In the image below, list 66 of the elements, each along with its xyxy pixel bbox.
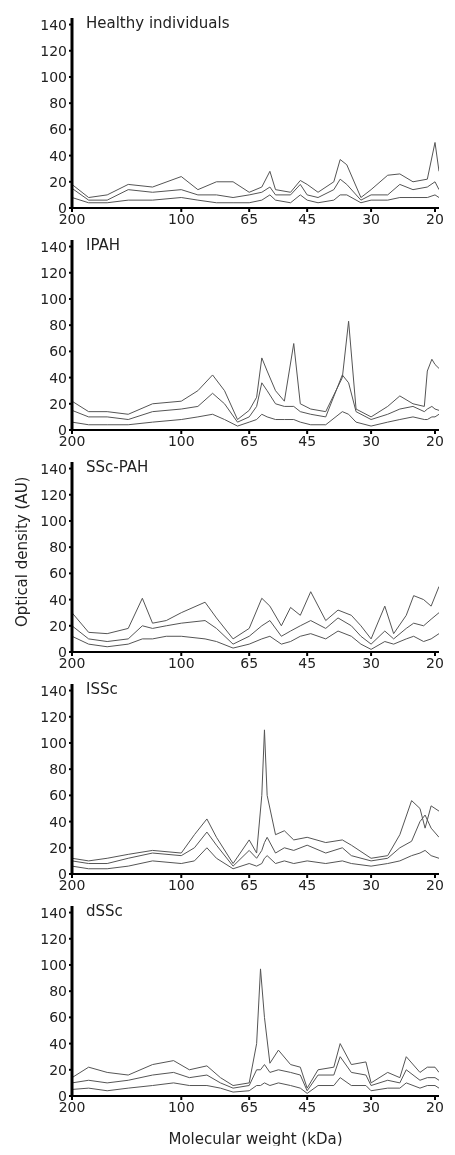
x-tick-label: 45 (298, 432, 317, 449)
y-tick-label: 20 (49, 839, 67, 856)
x-tick-label: 30 (362, 654, 380, 671)
x-tick-label: 100 (167, 210, 195, 227)
y-tick-label: 40 (49, 1035, 67, 1052)
x-tick-label: 20 (426, 654, 444, 671)
chart-title: dSSc (86, 902, 123, 920)
y-tick-label: 140 (40, 16, 67, 33)
x-tick-label: 65 (240, 876, 259, 893)
x-tick-label: 100 (167, 1098, 195, 1115)
y-tick-label: 60 (49, 1009, 67, 1026)
y-tick-label: 40 (49, 369, 67, 386)
x-tick-label: 20 (426, 1098, 444, 1115)
y-tick-label: 80 (49, 983, 67, 1000)
y-tick-label: 60 (49, 565, 67, 582)
x-tick-label: 20 (426, 432, 444, 449)
x-tick-label: 45 (298, 210, 317, 227)
y-tick-label: 60 (49, 121, 67, 138)
y-tick-label: 120 (40, 42, 67, 59)
y-tick-label: 20 (49, 1061, 67, 1078)
x-tick-label: 30 (362, 876, 380, 893)
x-tick-label: 65 (240, 1098, 259, 1115)
y-tick-label: 80 (49, 761, 67, 778)
x-tick-label: 100 (167, 654, 195, 671)
chart-title: IPAH (86, 236, 121, 254)
y-tick-label: 60 (49, 343, 67, 360)
x-tick-label: 45 (298, 1098, 317, 1115)
y-tick-label: 100 (40, 290, 67, 307)
y-tick-label: 60 (49, 787, 67, 804)
y-tick-label: 120 (40, 264, 67, 281)
y-tick-label: 140 (40, 904, 67, 921)
y-tick-label: 100 (40, 512, 67, 529)
x-tick-label: 65 (240, 210, 259, 227)
y-tick-label: 120 (40, 486, 67, 503)
y-tick-label: 100 (40, 734, 67, 751)
y-tick-label: 80 (49, 539, 67, 556)
x-tick-label: 100 (167, 876, 195, 893)
x-tick-label: 45 (298, 876, 317, 893)
chart-title: Healthy individuals (86, 14, 230, 32)
y-tick-label: 120 (40, 708, 67, 725)
y-tick-label: 40 (49, 813, 67, 830)
x-tick-label: 65 (240, 654, 259, 671)
y-tick-label: 80 (49, 95, 67, 112)
x-tick-label: 100 (167, 432, 195, 449)
x-tick-label: 65 (240, 432, 259, 449)
y-tick-label: 80 (49, 317, 67, 334)
y-tick-label: 140 (40, 238, 67, 255)
y-axis-title: Optical density (AU) (13, 476, 32, 627)
y-tick-label: 20 (49, 617, 67, 634)
x-tick-label: 45 (298, 654, 317, 671)
x-tick-label: 20 (426, 210, 444, 227)
chart-title: SSc-PAH (86, 458, 149, 476)
chart-title: ISSc (86, 680, 118, 698)
y-tick-label: 40 (49, 147, 67, 164)
y-tick-label: 120 (40, 930, 67, 947)
y-tick-label: 140 (40, 682, 67, 699)
y-tick-label: 20 (49, 395, 67, 412)
x-tick-label: 30 (362, 1098, 380, 1115)
y-tick-label: 40 (49, 591, 67, 608)
x-tick-label: 30 (362, 210, 380, 227)
y-tick-label: 100 (40, 68, 67, 85)
y-tick-label: 100 (40, 956, 67, 973)
y-tick-label: 20 (49, 173, 67, 190)
y-tick-label: 140 (40, 460, 67, 477)
x-tick-label: 30 (362, 432, 380, 449)
x-tick-label: 20 (426, 876, 444, 893)
